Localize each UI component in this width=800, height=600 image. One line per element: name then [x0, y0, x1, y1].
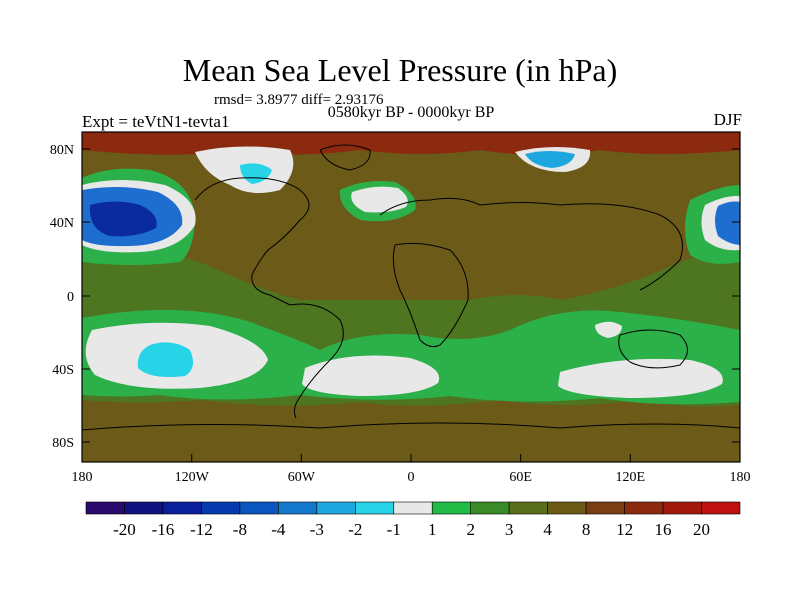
- y-tick-40n: 40N: [50, 216, 74, 231]
- x-tick-180e: 180: [730, 470, 751, 485]
- colorbar-swatch: [508, 501, 548, 515]
- colorbar-label: 1: [428, 520, 437, 539]
- y-tick-40s: 40S: [52, 363, 74, 378]
- colorbar-label: -8: [233, 520, 247, 539]
- statistics-label: rmsd= 3.8977 diff= 2.93176: [214, 92, 384, 108]
- experiment-label: Expt = teVtN1-tevta1: [82, 112, 230, 131]
- north-pacific-core-west: [89, 201, 157, 237]
- colorbar-swatch: [239, 501, 279, 515]
- colorbar-swatch: [124, 501, 164, 515]
- north-atlantic-white: [351, 186, 408, 213]
- north-pacific-low-east: [715, 201, 740, 245]
- x-tick-180w: 180: [72, 470, 93, 485]
- colorbar-label: 3: [505, 520, 514, 539]
- coast-africa: [392, 242, 469, 348]
- south-atlantic-high: [302, 355, 440, 396]
- coast-australia: [618, 329, 688, 369]
- arctic-high: [82, 132, 740, 155]
- barents-low: [525, 151, 575, 168]
- y-tick-80n: 80N: [50, 143, 74, 158]
- colorbar-swatch: [316, 501, 356, 515]
- colorbar-label: -2: [348, 520, 362, 539]
- colorbar-label: 16: [655, 520, 672, 539]
- coast-north-america: [194, 177, 310, 306]
- y-axis: [82, 148, 740, 443]
- south-pacific-cyan: [137, 342, 194, 377]
- colorbar-swatch: [431, 501, 472, 515]
- colorbar-label: -3: [310, 520, 324, 539]
- colorbar: -20 -16 -12 -8 -4 -3 -2 -1 1 2 3 4 8 12 16 20: [85, 501, 741, 539]
- colorbar-label: -20: [113, 520, 136, 539]
- colorbar-swatch: [393, 501, 433, 515]
- colorbar-label: -12: [190, 520, 213, 539]
- colorbar-label: 8: [582, 520, 591, 539]
- x-tick-120e: 120E: [616, 470, 646, 485]
- colorbar-swatch: [585, 501, 625, 515]
- colorbar-label: -16: [152, 520, 175, 539]
- x-tick-60e: 60E: [509, 470, 532, 485]
- coast-eurasia: [379, 197, 683, 291]
- season-label: DJF: [713, 110, 742, 129]
- colorbar-swatch: [470, 501, 510, 515]
- coastlines: [82, 144, 740, 431]
- colorbar-label: 2: [466, 520, 475, 539]
- colorbar-swatch: [201, 501, 241, 515]
- coast-south-america: [289, 303, 344, 419]
- y-tick-80s: 80S: [52, 436, 74, 451]
- pressure-field: [82, 132, 740, 462]
- colorbar-label: -4: [271, 520, 286, 539]
- x-tick-120w: 120W: [175, 470, 210, 485]
- x-tick-60w: 60W: [288, 470, 316, 485]
- colorbar-label: 4: [543, 520, 552, 539]
- colorbar-swatch: [662, 501, 702, 515]
- indian-small-high: [595, 321, 622, 338]
- colorbar-swatch: [354, 501, 395, 515]
- south-indian-high: [558, 358, 723, 398]
- colorbar-label: 20: [693, 520, 710, 539]
- colorbar-label: -1: [387, 520, 401, 539]
- y-tick-0: 0: [67, 290, 74, 305]
- coast-greenland: [319, 144, 371, 171]
- x-axis: [81, 454, 741, 462]
- coast-antarctica: [82, 422, 740, 431]
- colorbar-label: 12: [616, 520, 633, 539]
- x-tick-0: 0: [408, 470, 415, 485]
- colorbar-swatch: [162, 501, 202, 515]
- map-title: Mean Sea Level Pressure (in hPa): [182, 52, 618, 88]
- colorbar-swatch: [547, 501, 587, 515]
- colorbar-swatch: [85, 501, 125, 515]
- colorbar-swatch: [278, 501, 318, 515]
- period-label: 0580kyr BP - 0000kyr BP: [327, 104, 495, 121]
- colorbar-swatch: [624, 501, 664, 515]
- colorbar-swatch: [701, 501, 741, 515]
